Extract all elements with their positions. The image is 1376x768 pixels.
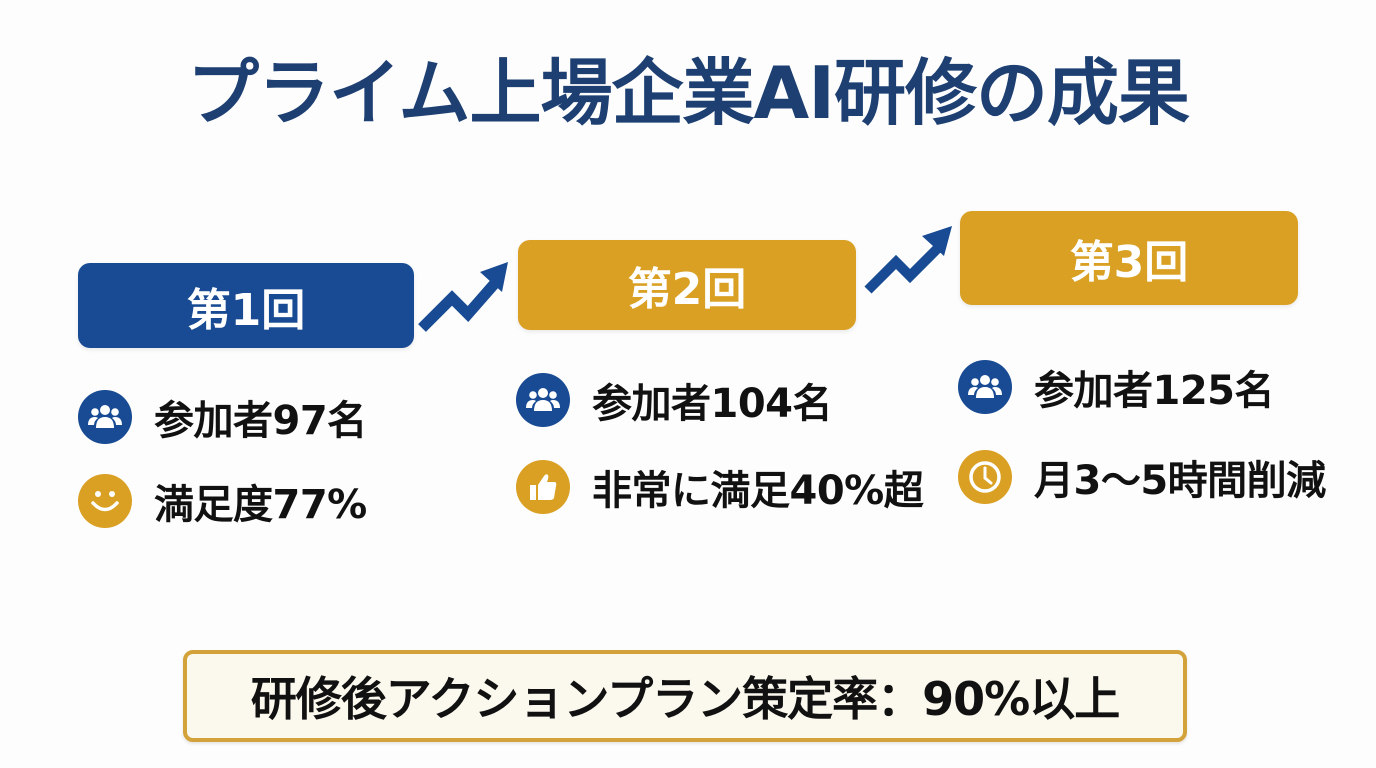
- stage-2-label: 第2回: [627, 264, 747, 315]
- trend-up-arrow-icon: [418, 262, 508, 332]
- stage-1-label: 第1回: [186, 284, 306, 336]
- trend-up-arrow-icon: [864, 226, 952, 294]
- stat-text: 参加者104名: [592, 381, 833, 427]
- people-icon: [78, 390, 132, 444]
- stage-1-badge: 第1回: [78, 263, 414, 348]
- people-icon: [958, 360, 1012, 414]
- stage-2-high-satisfaction: 非常に満足40%超: [516, 458, 924, 516]
- summary-text: 研修後アクションプラン策定率：90%以上: [250, 672, 1120, 726]
- people-icon: [516, 373, 570, 427]
- stage-3-label: 第3回: [1069, 237, 1189, 288]
- stage-2-participants: 参加者104名: [516, 371, 833, 429]
- stage-1-participants: 参加者97名: [78, 388, 367, 446]
- thumbs-up-icon: [516, 460, 570, 514]
- stage-3-participants: 参加者125名: [958, 358, 1275, 416]
- clock-icon: [958, 450, 1012, 504]
- stage-3-badge: 第3回: [960, 211, 1298, 305]
- page-title: プライム上場企業AI研修の成果: [186, 51, 1190, 135]
- stage-1-satisfaction: 満足度77%: [78, 472, 367, 530]
- stat-text: 非常に満足40%超: [592, 468, 924, 514]
- stage-3-time-saved: 月3〜5時間削減: [958, 448, 1326, 506]
- stat-text: 参加者125名: [1034, 368, 1275, 414]
- smiley-icon: [78, 474, 132, 528]
- summary-banner: 研修後アクションプラン策定率：90%以上: [183, 650, 1187, 742]
- stat-text: 月3〜5時間削減: [1034, 458, 1326, 504]
- stat-text: 満足度77%: [154, 482, 367, 528]
- stage-2-badge: 第2回: [518, 240, 856, 330]
- stat-text: 参加者97名: [154, 398, 367, 444]
